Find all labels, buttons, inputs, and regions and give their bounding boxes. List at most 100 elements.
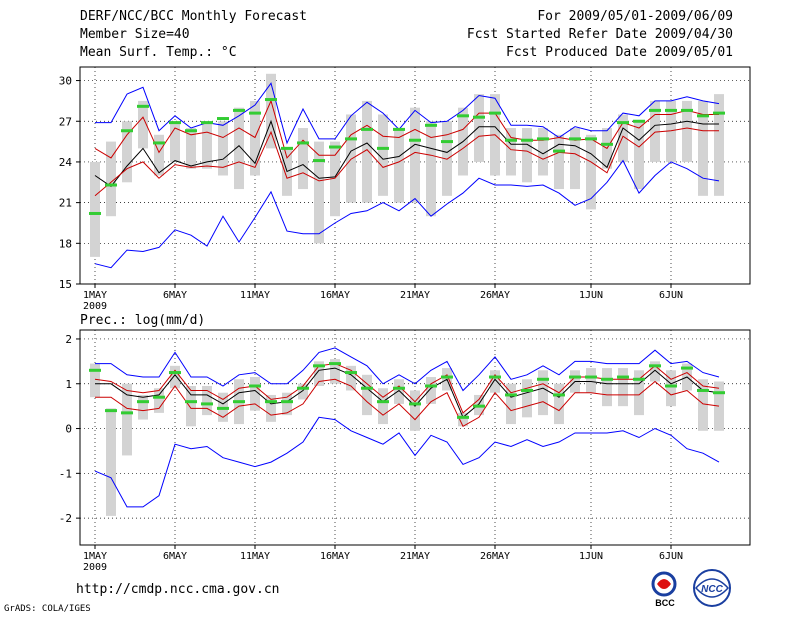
spread-box [266, 73, 276, 149]
spread-box [586, 368, 596, 393]
spread-box [346, 365, 356, 391]
x-tick-label: 1JUN [579, 551, 603, 562]
y-tick-label: 15 [59, 278, 72, 291]
median-marker [457, 114, 469, 118]
median-marker [665, 384, 677, 388]
spread-box [426, 377, 436, 404]
spread-box [394, 379, 404, 404]
median-marker [681, 366, 693, 370]
spread-box [602, 368, 612, 407]
spread-box [714, 381, 724, 431]
variable-label: Mean Surf. Temp.: °C [80, 45, 237, 60]
spread-box [154, 134, 164, 176]
median-marker [105, 409, 117, 413]
ncc-logo-text: NCC [701, 584, 723, 595]
median-marker [553, 149, 565, 153]
x-tick-label: 6JUN [659, 551, 683, 562]
median-marker [521, 388, 533, 392]
median-marker [601, 377, 613, 381]
spread-box [378, 114, 388, 196]
url-text[interactable]: http://cmdp.ncc.cma.gov.cn [76, 582, 280, 597]
spread-box [666, 100, 676, 162]
median-marker [681, 108, 693, 112]
series-mean-line [94, 119, 719, 188]
produced-date: Fcst Produced Date 2009/05/01 [506, 45, 733, 60]
series-upper-line [94, 99, 719, 159]
spread-box [698, 379, 708, 431]
x-tick-label: 26MAY [480, 551, 510, 562]
median-marker [281, 146, 293, 150]
spread-box [650, 100, 660, 162]
year-label: 2009 [83, 301, 107, 312]
spread-box [506, 128, 516, 176]
median-marker [361, 127, 373, 131]
series-max-line [95, 347, 720, 392]
spread-box [458, 412, 468, 427]
bcc-logo-text: BCC [655, 598, 675, 608]
spread-box [106, 141, 116, 217]
spread-box [634, 121, 644, 190]
x-tick-label: 26MAY [480, 290, 510, 301]
started-date: Fcst Started Refer Date 2009/04/30 [466, 27, 733, 42]
series-min-line [94, 159, 720, 269]
spread-box [522, 379, 532, 418]
median-marker [249, 384, 261, 388]
ncc-logo: NCC [693, 569, 731, 607]
median-marker [233, 400, 245, 404]
x-tick-label: 16MAY [320, 290, 350, 301]
x-tick-label: 21MAY [400, 551, 430, 562]
median-marker [361, 386, 373, 390]
spread-box [314, 361, 324, 386]
median-marker [649, 364, 661, 368]
median-marker [185, 400, 197, 404]
median-marker [153, 395, 165, 399]
spread-box [90, 363, 100, 398]
spread-box [250, 100, 260, 176]
median-marker [665, 108, 677, 112]
series-lower-line [94, 127, 719, 197]
median-marker [137, 400, 149, 404]
median-marker [441, 140, 453, 144]
spread-box [474, 94, 484, 162]
x-tick-label: 21MAY [400, 290, 430, 301]
spread-box [410, 390, 420, 431]
median-marker [697, 388, 709, 392]
median-marker [105, 183, 117, 187]
y-tick-label: 0 [65, 423, 72, 436]
x-tick-label: 16MAY [320, 551, 350, 562]
median-marker [617, 121, 629, 125]
spread-box [106, 408, 116, 516]
median-marker [649, 108, 661, 112]
year-label: 2009 [83, 562, 107, 573]
median-marker [137, 104, 149, 108]
spread-box [618, 368, 628, 407]
median-marker [473, 115, 485, 119]
spread-box [346, 114, 356, 203]
median-marker [89, 211, 101, 215]
median-marker [457, 415, 469, 419]
median-marker [569, 375, 581, 379]
median-marker [329, 362, 341, 366]
spread-box [570, 128, 580, 190]
median-marker [297, 386, 309, 390]
median-marker [393, 127, 405, 131]
median-marker [537, 377, 549, 381]
median-marker [505, 393, 517, 397]
spread-box [122, 383, 132, 456]
series-upper-line [94, 363, 720, 414]
median-marker [601, 142, 613, 146]
median-marker [153, 141, 165, 145]
x-tick-label: 6JUN [659, 290, 683, 301]
spread-box [362, 374, 372, 416]
spread-box [298, 383, 308, 400]
median-marker [521, 138, 533, 142]
spread-box [138, 394, 148, 420]
panel-1: 15 18 21 24 27 30 1MAY 6MAY 11MAY 16MAY 21MAY 26MAY… [59, 66, 751, 312]
median-marker [169, 371, 181, 375]
y-tick-label: 24 [59, 156, 73, 169]
y-tick-label: 30 [59, 75, 72, 88]
spread-box [682, 100, 692, 162]
y-tick-label: -2 [59, 512, 72, 525]
median-marker [265, 400, 277, 404]
